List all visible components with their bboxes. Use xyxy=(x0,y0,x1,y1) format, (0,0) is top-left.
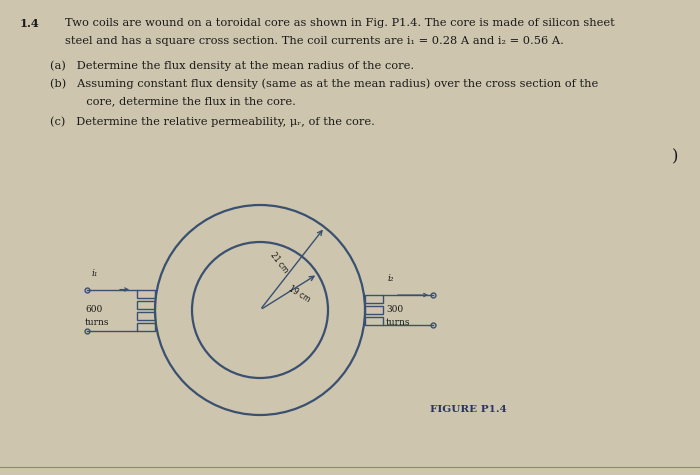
Bar xyxy=(137,301,155,308)
Bar xyxy=(365,317,383,325)
Text: 300: 300 xyxy=(386,305,403,314)
Text: ): ) xyxy=(672,148,678,165)
Text: 1.4: 1.4 xyxy=(20,18,40,29)
Text: 21 cm: 21 cm xyxy=(269,251,290,275)
Text: FIGURE P1.4: FIGURE P1.4 xyxy=(430,405,507,414)
Text: (a)   Determine the flux density at the mean radius of the core.: (a) Determine the flux density at the me… xyxy=(50,60,414,71)
Bar xyxy=(365,306,383,314)
Bar xyxy=(137,323,155,331)
Text: (b)   Assuming constant flux density (same as at the mean radius) over the cross: (b) Assuming constant flux density (same… xyxy=(50,78,599,88)
Text: i₂: i₂ xyxy=(388,274,395,283)
Text: turns: turns xyxy=(85,318,109,327)
Text: 600: 600 xyxy=(85,305,102,314)
Text: i₁: i₁ xyxy=(92,268,99,277)
Text: steel and has a square cross section. The coil currents are i₁ = 0.28 A and i₂ =: steel and has a square cross section. Th… xyxy=(65,36,564,46)
Text: (c)   Determine the relative permeability, μᵣ, of the core.: (c) Determine the relative permeability,… xyxy=(50,116,375,126)
Bar xyxy=(137,289,155,297)
Text: 19 cm: 19 cm xyxy=(288,284,312,304)
Text: Two coils are wound on a toroidal core as shown in Fig. P1.4. The core is made o: Two coils are wound on a toroidal core a… xyxy=(65,18,615,28)
Bar xyxy=(137,312,155,320)
Text: turns: turns xyxy=(386,318,410,327)
Bar xyxy=(365,295,383,303)
Text: core, determine the flux in the core.: core, determine the flux in the core. xyxy=(50,96,296,106)
